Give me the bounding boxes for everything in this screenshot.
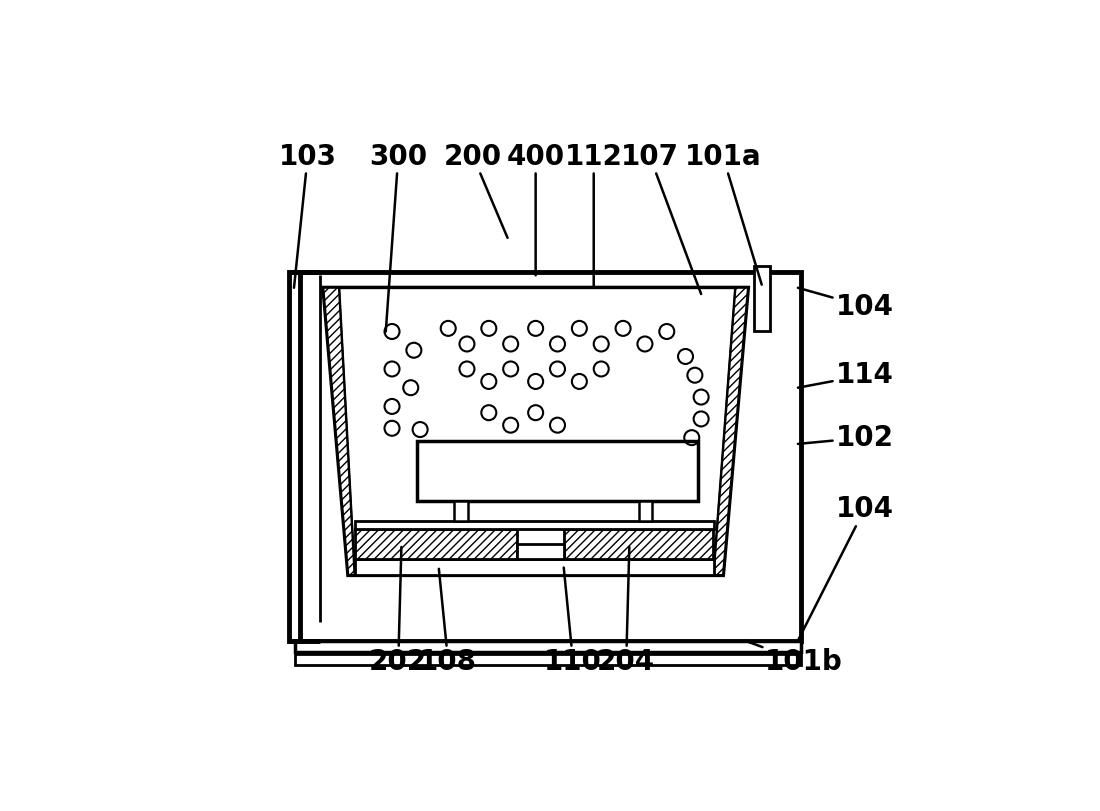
Text: 107: 107 — [620, 143, 701, 294]
Polygon shape — [323, 288, 748, 575]
Text: 103: 103 — [278, 143, 337, 288]
Bar — [417, 441, 698, 500]
Text: 104: 104 — [798, 288, 893, 320]
Text: 110: 110 — [544, 568, 602, 676]
Text: 101a: 101a — [684, 143, 761, 285]
Text: 112: 112 — [564, 143, 623, 288]
Text: 204: 204 — [597, 547, 656, 676]
Bar — [354, 521, 714, 530]
Bar — [295, 272, 801, 641]
Text: 114: 114 — [798, 361, 893, 389]
Polygon shape — [714, 288, 748, 575]
Polygon shape — [339, 288, 736, 575]
Polygon shape — [323, 288, 354, 575]
Bar — [295, 654, 801, 665]
Bar — [454, 500, 469, 521]
Text: 300: 300 — [370, 143, 427, 332]
Text: 202: 202 — [370, 547, 427, 676]
Text: 200: 200 — [444, 143, 507, 238]
Bar — [517, 544, 563, 560]
Bar — [355, 530, 517, 560]
Bar — [354, 560, 714, 575]
Bar — [639, 500, 652, 521]
Bar — [755, 266, 770, 332]
Text: 101b: 101b — [745, 641, 843, 676]
Text: 400: 400 — [507, 143, 564, 275]
Text: 108: 108 — [419, 569, 477, 676]
Bar — [289, 272, 300, 641]
Text: 104: 104 — [798, 496, 893, 641]
Text: 102: 102 — [798, 423, 893, 452]
Bar — [563, 530, 713, 560]
Bar — [295, 641, 801, 652]
